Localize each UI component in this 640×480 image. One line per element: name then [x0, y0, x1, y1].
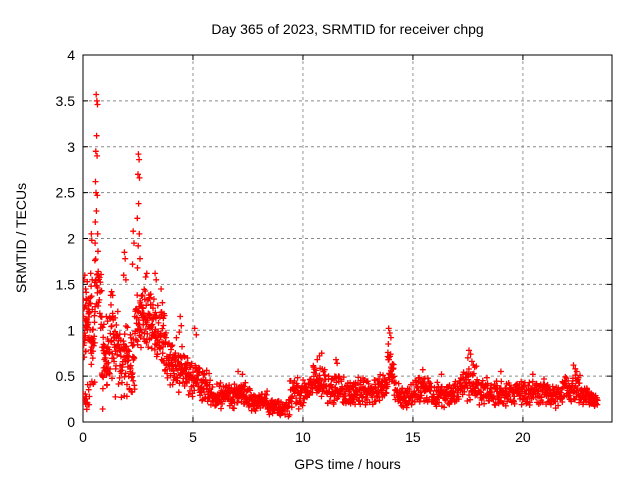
y-tick-label: 0 — [67, 414, 75, 430]
x-tick-label: 0 — [79, 429, 87, 445]
x-tick-label: 5 — [189, 429, 197, 445]
y-tick-label: 0.5 — [56, 368, 76, 384]
x-tick-label: 20 — [515, 429, 531, 445]
x-tick-labels: 0 5 10 15 20 — [79, 429, 531, 445]
x-tick-label: 10 — [295, 429, 311, 445]
y-tick-label: 4 — [67, 47, 75, 63]
y-axis-title: SRMTID / TECUs — [13, 182, 29, 294]
y-tick-label: 2.5 — [56, 185, 76, 201]
y-tick-label: 3.5 — [56, 93, 76, 109]
x-axis-title: GPS time / hours — [294, 456, 401, 472]
grid-lines — [83, 55, 612, 422]
plot-border — [82, 54, 613, 423]
y-tick-labels: 0 0.5 1 1.5 2 2.5 3 3.5 4 — [56, 47, 76, 430]
y-tick-label: 3 — [67, 139, 75, 155]
scatter-points — [83, 91, 601, 420]
y-tick-label: 1.5 — [56, 276, 76, 292]
x-tick-label: 15 — [405, 429, 421, 445]
chart-title: Day 365 of 2023, SRMTID for receiver chp… — [211, 21, 484, 37]
y-tick-label: 1 — [67, 322, 75, 338]
y-tick-label: 2 — [67, 231, 75, 247]
